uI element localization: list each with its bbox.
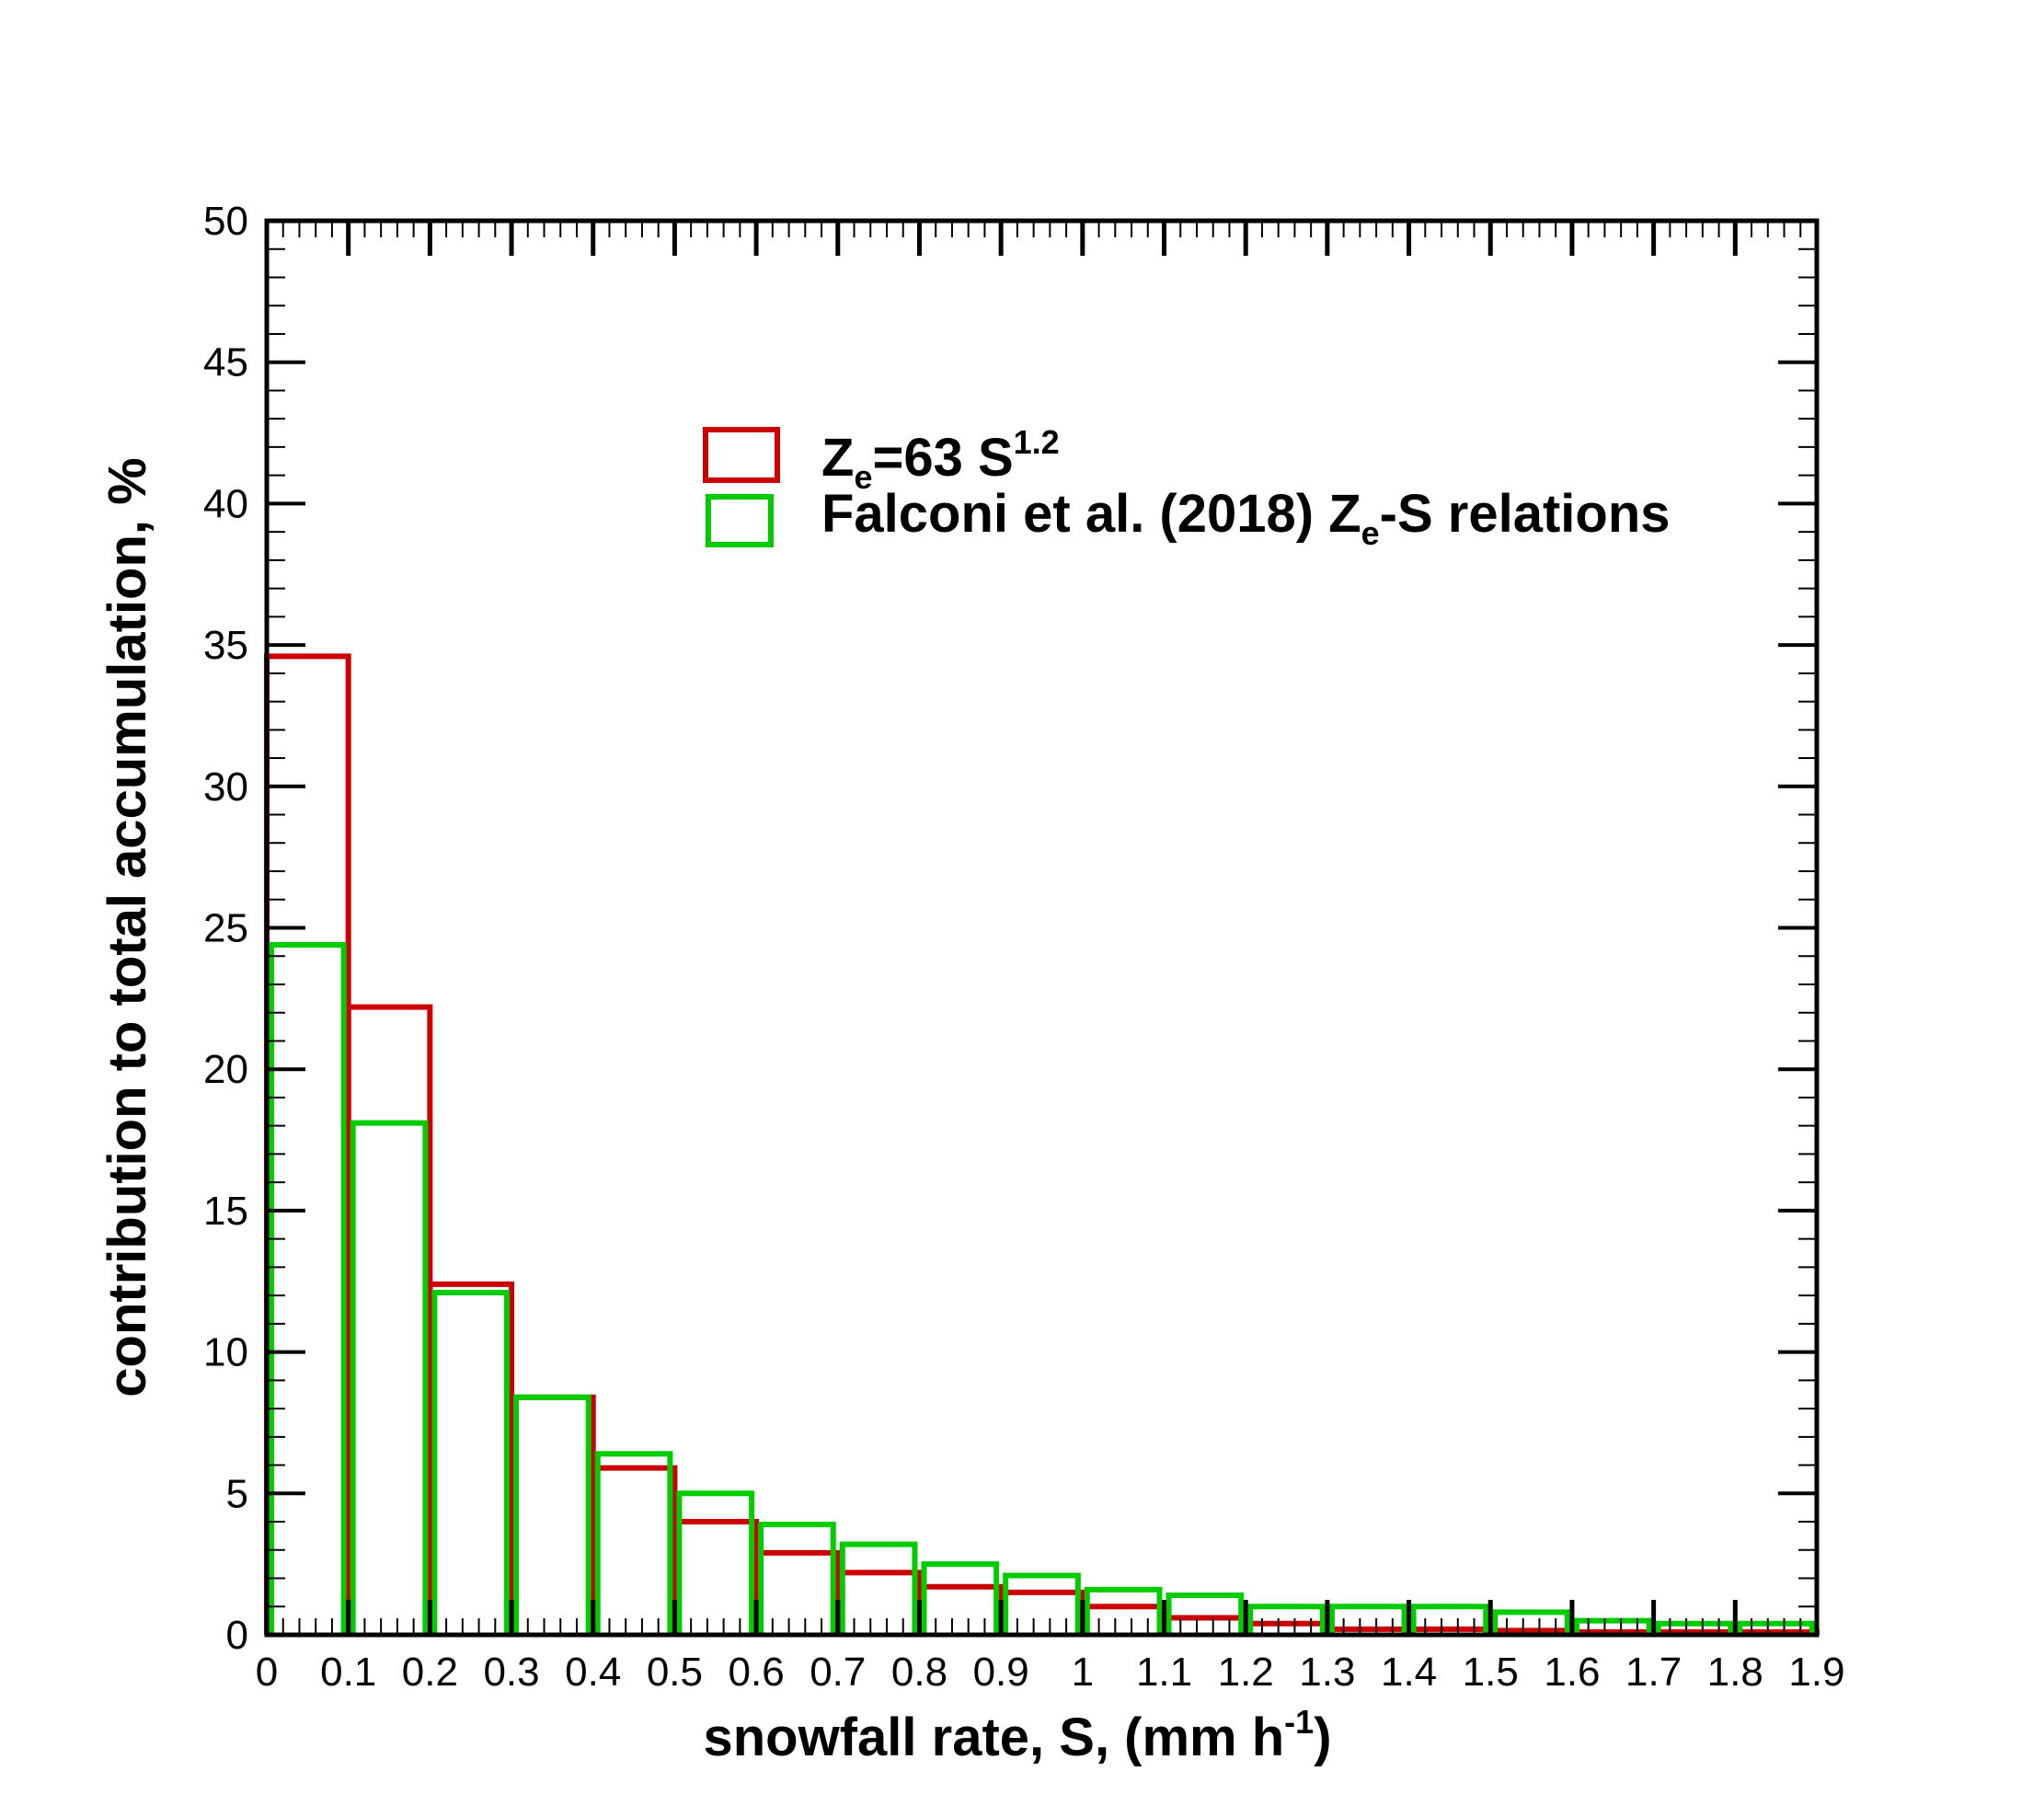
bar-green-12 (1247, 1604, 1326, 1635)
bar-green-13 (1328, 1604, 1407, 1635)
bar-red-8 (916, 1583, 1005, 1635)
bar-red-11 (1161, 1615, 1249, 1635)
bars-layer (264, 653, 1820, 1635)
x-tick-label: 0.9 (973, 1650, 1029, 1695)
y-tick-label: 30 (203, 765, 248, 810)
x-tick-label: 0.4 (565, 1650, 621, 1695)
x-tick-label: 0.6 (729, 1650, 785, 1695)
bar-green-3 (513, 1394, 591, 1635)
bar-green-2 (431, 1290, 511, 1635)
bar-green-4 (594, 1451, 673, 1635)
x-tick-label: 0.8 (891, 1650, 947, 1695)
bar-red-2 (427, 1281, 515, 1635)
x-tick-label: 1.1 (1136, 1650, 1192, 1695)
legend: Ze=63 S1.2 Falconi et al. (2018) Ze-S re… (703, 423, 1671, 552)
y-tick-label: 10 (203, 1330, 248, 1375)
x-tick-label: 1 (1072, 1650, 1094, 1695)
ticks-layer (264, 219, 1820, 1637)
bar-green-16 (1573, 1617, 1652, 1635)
x-tick-label: 1.4 (1381, 1650, 1437, 1695)
labels-layer: 0 5 10 15 20 25 30 35 40 45 50 0 0.1 0.2 0.3 0.4 0.5 0.6 0… (203, 199, 1845, 1695)
x-tick-label: 1.3 (1299, 1650, 1355, 1695)
y-tick-label: 35 (203, 623, 248, 668)
y-tick-label: 50 (203, 199, 248, 244)
y-axis-title: contribution to total accumulation, % (98, 457, 157, 1397)
bar-green-14 (1410, 1604, 1489, 1635)
x-tick-label: 0.2 (402, 1650, 458, 1695)
bar-red-0 (264, 653, 351, 1635)
bar-green-15 (1492, 1609, 1570, 1635)
legend-swatch-green (706, 494, 774, 547)
bar-red-1 (345, 1004, 433, 1635)
bar-green-18 (1737, 1620, 1815, 1635)
y-tick-label: 5 (226, 1471, 248, 1516)
y-tick-label: 45 (203, 340, 248, 385)
x-tick-label: 1.8 (1707, 1650, 1763, 1695)
bar-red-9 (998, 1589, 1085, 1635)
bar-green-11 (1166, 1592, 1245, 1635)
x-tick-label: 1.2 (1218, 1650, 1274, 1695)
bar-green-8 (921, 1561, 1000, 1635)
x-tick-label: 1.9 (1788, 1650, 1844, 1695)
bar-green-17 (1655, 1620, 1734, 1635)
x-tick-label: 0.5 (647, 1650, 703, 1695)
bar-green-5 (676, 1490, 755, 1635)
x-tick-label: 0.1 (320, 1650, 376, 1695)
y-tick-label: 25 (203, 906, 248, 951)
y-tick-label: 20 (203, 1047, 248, 1092)
legend-label-green: Falconi et al. (2018) Ze-S relations (821, 484, 1671, 552)
bar-green-6 (758, 1522, 836, 1635)
x-axis-title-main: snowfall rate, S, (mm h (703, 1708, 1284, 1767)
bar-green-1 (350, 1120, 429, 1635)
y-tick-label: 15 (203, 1189, 248, 1234)
x-axis-title-superscript: -1 (1284, 1703, 1314, 1741)
y-tick-label: 40 (203, 481, 248, 526)
x-tick-label: 1.6 (1544, 1650, 1600, 1695)
x-axis-title-end: ) (1314, 1708, 1331, 1767)
bar-red-3 (509, 1394, 596, 1635)
x-tick-label: 0 (256, 1650, 278, 1695)
bar-red-10 (1079, 1604, 1167, 1635)
bar-red-5 (672, 1519, 760, 1635)
bar-red-4 (590, 1465, 678, 1635)
bar-green-0 (269, 941, 347, 1635)
legend-swatch-red (703, 427, 780, 483)
bar-green-7 (839, 1541, 918, 1635)
x-tick-label: 0.3 (483, 1650, 539, 1695)
bar-green-10 (1084, 1586, 1163, 1635)
bar-red-7 (834, 1570, 923, 1635)
bar-red-6 (753, 1549, 841, 1635)
bar-green-9 (1003, 1572, 1081, 1635)
x-tick-label: 1.5 (1463, 1650, 1519, 1695)
y-tick-label: 0 (226, 1613, 248, 1658)
legend-label-red: Ze=63 S1.2 (821, 423, 1060, 496)
x-axis-title: snowfall rate, S, (mm h-1) (703, 1703, 1331, 1767)
x-tick-label: 0.7 (810, 1650, 866, 1695)
x-tick-label: 1.7 (1625, 1650, 1682, 1695)
